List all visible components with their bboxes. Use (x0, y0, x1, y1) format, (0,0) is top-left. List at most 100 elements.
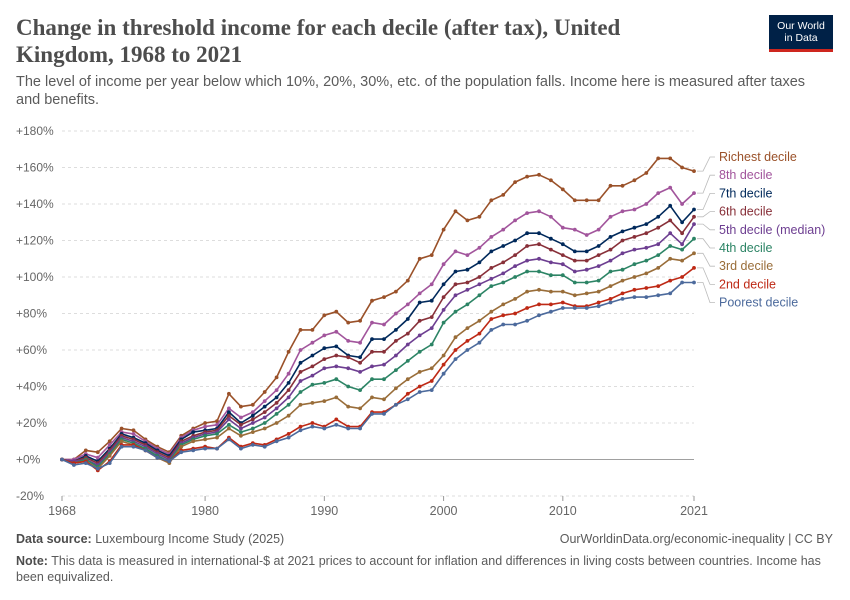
data-point (155, 455, 160, 460)
data-point (405, 397, 410, 402)
data-point (250, 410, 255, 414)
data-point (668, 278, 673, 283)
data-point (239, 404, 243, 409)
legend-connector (697, 211, 715, 218)
data-source-label: Data source: (16, 532, 92, 546)
data-point (692, 207, 696, 212)
y-tick-label: +120% (16, 234, 54, 248)
data-point (584, 233, 589, 237)
data-point (394, 386, 398, 391)
data-point (560, 187, 565, 192)
data-point (620, 267, 625, 272)
data-point (608, 183, 613, 188)
data-point (453, 249, 458, 254)
data-point (286, 413, 291, 418)
data-point (668, 231, 673, 236)
data-point (286, 371, 291, 376)
data-point (465, 326, 470, 330)
data-point (417, 349, 422, 354)
data-point (370, 412, 374, 416)
data-point (549, 302, 553, 307)
data-point (537, 209, 541, 214)
data-point (286, 349, 291, 354)
chart-subtitle: The level of income per year below which… (16, 74, 806, 108)
data-point (239, 422, 243, 427)
data-point (632, 247, 637, 252)
y-tick-label: +80% (16, 307, 47, 321)
data-point (668, 185, 673, 190)
owid-logo[interactable]: Our World in Data (769, 15, 833, 52)
x-tick-label: 2000 (430, 504, 458, 518)
legend-label: 7th decile (719, 186, 773, 200)
data-point (644, 286, 649, 290)
data-point (668, 203, 673, 208)
data-point (632, 178, 637, 183)
data-point (608, 269, 613, 274)
data-point (608, 258, 613, 263)
data-point (549, 236, 553, 241)
data-point (250, 430, 255, 434)
data-point (95, 450, 100, 455)
data-point (298, 428, 303, 433)
data-point (489, 317, 494, 321)
data-point (441, 308, 446, 312)
data-source-text[interactable]: Luxembourg Income Study (2025) (95, 532, 285, 546)
series-line-4th-decile (61, 238, 695, 468)
data-point (692, 251, 696, 256)
data-source: Data source: Luxembourg Income Study (20… (16, 532, 284, 546)
data-point (429, 282, 434, 287)
data-point (501, 322, 506, 327)
legend-connector (697, 174, 715, 194)
data-point (215, 422, 219, 427)
data-point (501, 244, 506, 248)
data-point (596, 300, 601, 305)
data-point (370, 377, 374, 382)
data-point (262, 421, 267, 425)
y-tick-label: +160% (16, 161, 54, 175)
data-point (477, 245, 482, 250)
data-point (453, 293, 458, 298)
data-point (656, 293, 661, 298)
y-tick-label: +100% (16, 270, 54, 284)
data-point (560, 300, 565, 305)
data-point (179, 444, 184, 449)
data-point (239, 446, 243, 451)
data-point (596, 264, 601, 268)
data-point (227, 413, 231, 418)
data-point (274, 412, 279, 416)
data-point (632, 235, 637, 239)
data-point (549, 214, 553, 219)
data-point (346, 426, 351, 431)
data-point (584, 291, 589, 296)
data-point (358, 426, 362, 431)
data-point (680, 247, 684, 252)
data-point (549, 289, 553, 294)
data-point (370, 364, 374, 369)
y-tick-label: +140% (16, 197, 54, 211)
data-point (501, 227, 506, 232)
data-point (489, 276, 494, 281)
data-point (131, 444, 136, 449)
data-point (465, 253, 470, 257)
legend-connector (697, 156, 715, 172)
data-point (417, 370, 422, 374)
series-line-richest-decile (62, 157, 695, 461)
data-point (513, 180, 517, 185)
data-point (95, 466, 100, 471)
data-point (441, 362, 446, 367)
data-point (572, 227, 577, 232)
data-point (453, 357, 458, 361)
data-point (215, 432, 219, 436)
data-point (453, 269, 458, 274)
data-point (262, 390, 267, 394)
data-point (286, 435, 291, 440)
legend-label: 4th decile (719, 241, 773, 255)
data-point (525, 174, 529, 179)
data-point (632, 295, 637, 299)
data-point (250, 426, 255, 431)
data-point (656, 253, 661, 257)
data-point (501, 260, 506, 265)
data-point (107, 454, 112, 458)
data-point (441, 262, 446, 267)
source-url[interactable]: OurWorldinData.org/economic-inequality |… (559, 532, 833, 546)
